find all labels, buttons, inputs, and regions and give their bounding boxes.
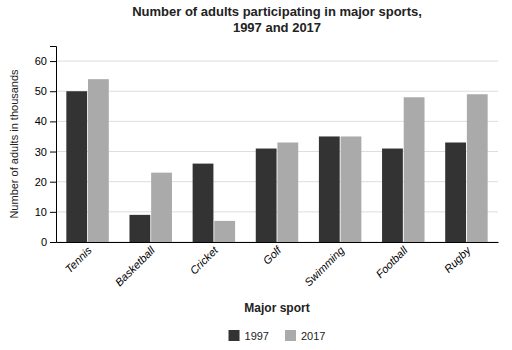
bar (319, 136, 340, 242)
x-tick: Rugby (442, 243, 474, 275)
x-tick: Cricket (187, 243, 220, 276)
bar-series (66, 91, 466, 242)
grid-line (56, 211, 498, 212)
y-tick-label: 40 (35, 115, 47, 127)
y-tick-mark (50, 152, 56, 153)
x-tick-label: Cricket (187, 243, 220, 276)
y-axis: 0 10 20 30 40 50 60 (35, 47, 57, 249)
legend: 1997 2017 (229, 330, 326, 342)
y-axis-label: Number of adults in thousands (8, 69, 20, 219)
legend-swatch (285, 330, 296, 341)
x-tick: Football (373, 244, 410, 281)
title-line: Number of adults participating in major … (132, 4, 422, 19)
bar (193, 164, 214, 242)
y-tick-mark (50, 182, 56, 183)
y-axis-line (50, 47, 57, 243)
y-tick: 30 (35, 146, 56, 158)
title-line: 1997 and 2017 (233, 20, 321, 35)
x-axis: Tennis Basketball Cricket Golf Swimming Footb… (57, 243, 499, 289)
bar-series (88, 79, 488, 242)
grid-line (56, 242, 498, 243)
grid-line (56, 61, 498, 62)
x-axis-label: Major sport (244, 301, 309, 315)
chart-container: 0 10 20 30 40 50 60 Tennis Basketball Cricket Golf… (0, 0, 512, 350)
bars (66, 79, 487, 242)
x-axis-line (57, 242, 499, 243)
y-tick: 0 (41, 236, 56, 248)
x-tick: Swimming (302, 243, 347, 288)
grid-line (56, 181, 498, 182)
y-tick-label: 20 (35, 176, 47, 188)
x-tick-label: Rugby (442, 243, 474, 275)
y-tick-label: 50 (35, 85, 47, 97)
bar (151, 173, 172, 242)
y-tick-label: 0 (41, 236, 47, 248)
grid-line (56, 121, 498, 122)
y-tick: 20 (35, 176, 56, 188)
y-tick: 60 (35, 55, 56, 67)
x-tick-label: Tennis (63, 244, 94, 275)
y-tick-label: 60 (35, 55, 47, 67)
bar (467, 94, 488, 242)
chart-svg: 0 10 20 30 40 50 60 Tennis Basketball Cricket Golf… (0, 0, 512, 350)
bar (129, 215, 150, 242)
y-tick-label: 30 (35, 146, 47, 158)
x-tick: Basketball (113, 244, 158, 289)
bar (445, 142, 466, 242)
x-tick-label: Swimming (302, 243, 347, 288)
bar (256, 149, 277, 242)
grid-line (56, 91, 498, 92)
title: Number of adults participating in major … (132, 4, 422, 35)
y-tick-mark (50, 242, 56, 243)
x-tick: Golf (260, 243, 283, 266)
bar (382, 149, 403, 242)
y-tick: 50 (35, 85, 56, 97)
bar (404, 97, 425, 242)
legend-label: 2017 (301, 330, 325, 342)
grid-line (56, 151, 498, 152)
bar (214, 221, 235, 242)
x-tick-label: Golf (260, 243, 283, 266)
legend-item: 1997 (229, 330, 269, 342)
legend-item: 2017 (285, 330, 325, 342)
y-tick-label: 10 (35, 206, 47, 218)
bar (66, 91, 87, 242)
legend-swatch (229, 330, 240, 341)
y-tick-mark (50, 91, 56, 92)
plot-area: 0 10 20 30 40 50 60 Tennis Basketball Cricket Golf… (35, 47, 499, 289)
x-tick-label: Football (373, 244, 410, 281)
y-tick-mark (50, 61, 56, 62)
y-tick-mark (50, 212, 56, 213)
grid (56, 61, 498, 242)
y-tick: 40 (35, 115, 56, 127)
bar (341, 136, 362, 242)
x-tick-label: Basketball (113, 244, 158, 289)
legend-label: 1997 (245, 330, 269, 342)
x-tick: Tennis (63, 244, 94, 275)
bar (277, 142, 298, 242)
bar (88, 79, 109, 242)
y-tick-mark (50, 121, 56, 122)
y-tick: 10 (35, 206, 56, 218)
